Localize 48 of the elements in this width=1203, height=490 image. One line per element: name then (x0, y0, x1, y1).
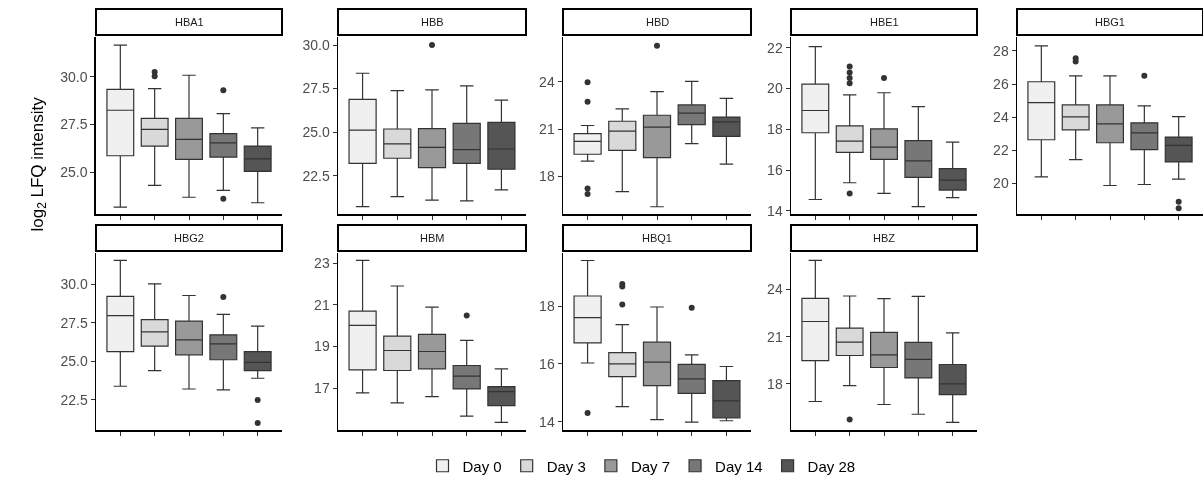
legend-label: Day 28 (807, 457, 856, 475)
y-tick-label: 17 (314, 380, 330, 397)
chart-title: HBG2 (174, 232, 204, 244)
y-tick-label: 16 (767, 162, 783, 179)
chart-title: HBQ1 (642, 232, 672, 244)
y-tick-label: 30.0 (302, 36, 330, 53)
chart-title: HBE1 (870, 16, 899, 28)
chart-title: HBB (421, 16, 444, 28)
chart-title: HBZ (873, 232, 896, 244)
y-tick-label: 21 (314, 296, 330, 313)
y-tick-label: 24 (539, 73, 555, 90)
chart-title: HBD (646, 16, 670, 28)
y-tick-label: 18 (767, 375, 783, 392)
y-tick-label: 19 (314, 338, 330, 355)
y-tick-label: 26 (993, 75, 1009, 92)
y-tick-label: 20 (993, 175, 1009, 192)
legend-label: Day 7 (630, 457, 671, 475)
y-tick-label: 14 (539, 413, 555, 430)
y-tick-label: 20 (767, 80, 783, 97)
y-tick-label: 25.0 (302, 124, 330, 141)
y-tick-label: 16 (539, 355, 555, 372)
y-tick-label: 21 (539, 121, 555, 138)
y-tick-label: 28 (993, 42, 1009, 59)
legend-label: Day 14 (715, 457, 763, 475)
y-tick-label: 18 (767, 121, 783, 138)
y-tick-label: 18 (539, 298, 555, 315)
chart-title: HBM (420, 232, 445, 244)
y-tick-label: 25.0 (60, 164, 88, 181)
y-tick-label: 18 (539, 168, 555, 185)
y-tick-label: 22 (767, 39, 783, 56)
legend-label: Day 3 (546, 457, 586, 475)
y-tick-label: 21 (767, 328, 783, 345)
legend-label: Day 0 (462, 457, 502, 475)
y-tick-label: 24 (767, 281, 783, 298)
y-tick-label: 23 (314, 254, 330, 271)
y-tick-label: 27.5 (60, 314, 88, 331)
y-tick-label: 22.5 (302, 167, 330, 184)
y-tick-label: 22 (993, 142, 1009, 159)
chart-title: HBA1 (175, 16, 204, 28)
y-tick-label: 30.0 (60, 276, 88, 293)
chart-title: HBG1 (1095, 16, 1125, 28)
y-tick-label: 14 (767, 202, 783, 219)
y-tick-label: 30.0 (60, 68, 88, 85)
y-tick-label: 25.0 (60, 353, 88, 370)
y-tick-label: 27.5 (60, 116, 88, 133)
y-tick-label: 24 (993, 109, 1009, 126)
y-tick-label: 27.5 (302, 80, 330, 97)
y-tick-label: 22.5 (60, 391, 88, 408)
